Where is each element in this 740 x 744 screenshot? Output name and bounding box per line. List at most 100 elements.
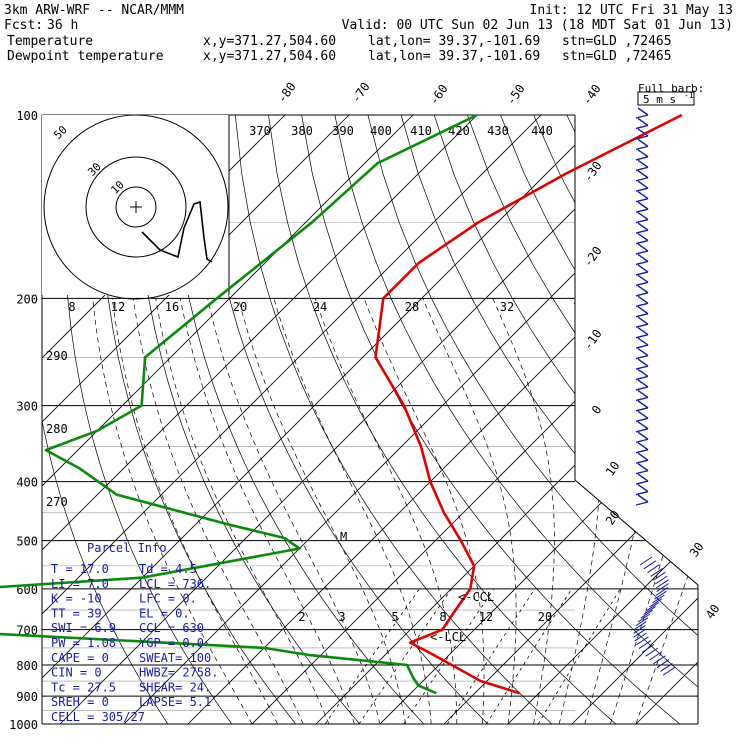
wind-barb-flag bbox=[638, 359, 648, 366]
wind-barb-staff bbox=[636, 167, 648, 170]
wind-barb-flag bbox=[638, 338, 648, 345]
wind-barb-flag bbox=[638, 213, 648, 220]
wind-barb-lower bbox=[640, 557, 652, 565]
wind-barb-staff bbox=[636, 492, 648, 495]
parcel-row-right: SWEAT= 100 bbox=[139, 651, 211, 665]
parcel-row-left: CAPE = 0 bbox=[51, 651, 109, 665]
wind-barb-staff bbox=[636, 345, 648, 348]
wind-barb-staff bbox=[636, 324, 648, 327]
lcl-marker: <-LCL bbox=[430, 630, 466, 644]
pressure-tick-label: 300 bbox=[16, 400, 38, 414]
mixing-ratio-label: 2 bbox=[298, 610, 305, 624]
mixing-ratio-label: 20 bbox=[538, 610, 552, 624]
dry-adiabat-label: 270 bbox=[46, 495, 68, 509]
isotherm-label: -30 bbox=[581, 159, 605, 185]
wind-barb-flag bbox=[638, 401, 648, 408]
pressure-tick-label: 400 bbox=[16, 476, 38, 490]
wind-barb-staff bbox=[636, 178, 648, 181]
isotherm-line bbox=[508, 115, 740, 724]
dry-adiabat-line bbox=[567, 115, 740, 724]
wind-barb-staff bbox=[636, 450, 648, 453]
pressure-tick-label: 100 bbox=[16, 109, 38, 123]
isotherm-label: 0 bbox=[589, 403, 605, 417]
theta-label: 390 bbox=[332, 124, 354, 138]
wind-barb-staff bbox=[636, 418, 648, 421]
wind-barb-staff bbox=[636, 387, 648, 390]
isotherm-label: -70 bbox=[349, 80, 373, 106]
wind-barb-flag bbox=[638, 244, 648, 251]
dry-adiabat-line bbox=[733, 115, 740, 724]
parcel-row-right: YGP = 0.0 bbox=[139, 636, 204, 650]
isotherm-label: -40 bbox=[580, 82, 604, 108]
parcel-row-left: SWI = 6.9 bbox=[51, 621, 116, 635]
parcel-row-left: T = 17.0 bbox=[51, 562, 109, 576]
moist-adiabat-line bbox=[423, 298, 516, 724]
pressure-tick-label: 500 bbox=[16, 535, 38, 549]
wind-barb-flag bbox=[638, 474, 648, 481]
wind-barb-staff bbox=[636, 408, 648, 411]
mixing-ratio-label: 8 bbox=[439, 610, 446, 624]
wind-barb-lower bbox=[656, 580, 668, 588]
moist-adiabat-line bbox=[559, 298, 600, 724]
mixing-ratio-label: 3 bbox=[338, 610, 345, 624]
isotherm-label: 10 bbox=[603, 459, 623, 479]
dewpoint-station: stn=GLD ,72465 bbox=[562, 49, 672, 64]
parcel-row-left: CIN = 0 bbox=[51, 666, 102, 680]
wind-barb-staff bbox=[636, 230, 648, 233]
wind-barb-lower bbox=[644, 606, 656, 614]
isotherm-label: 20 bbox=[603, 508, 623, 528]
speed-tick-label: 32 bbox=[500, 300, 514, 314]
wind-barb-staff bbox=[636, 261, 648, 264]
m-marker: M bbox=[340, 530, 347, 544]
isotherm-label: -80 bbox=[275, 80, 299, 106]
wind-barb-flag bbox=[638, 307, 648, 314]
wind-barb-flag bbox=[638, 411, 648, 418]
speed-tick-label: 24 bbox=[313, 300, 327, 314]
parcel-row-right: SHEAR= 24. bbox=[139, 680, 211, 694]
wind-barb-lower bbox=[634, 629, 646, 637]
wind-barb-flag bbox=[638, 223, 648, 230]
wind-barb-staff bbox=[636, 502, 648, 505]
wind-barb-flag bbox=[638, 432, 648, 439]
wind-barb-flag bbox=[638, 443, 648, 450]
wind-barb-staff bbox=[636, 209, 648, 212]
parcel-row-left: TT = 39 bbox=[51, 606, 102, 620]
wind-barb-staff bbox=[636, 146, 648, 149]
temperature-latlon: lat,lon= 39.37,-101.69 bbox=[368, 34, 540, 49]
valid-time: Valid: 00 UTC Sun 02 Jun 13 (18 MDT Sat … bbox=[342, 18, 733, 33]
isotherm-line bbox=[572, 115, 740, 724]
wind-barb-staff bbox=[636, 272, 648, 275]
wind-barb-staff bbox=[636, 220, 648, 223]
wind-barb-staff bbox=[636, 471, 648, 474]
wind-barb-staff bbox=[636, 481, 648, 484]
dewpoint-xy: x,y=371.27,504.60 bbox=[203, 49, 336, 64]
wind-barb-flag bbox=[638, 108, 648, 115]
speed-tick-label: 8 bbox=[68, 300, 75, 314]
parcel-row-right: LCL = 736. bbox=[139, 577, 211, 591]
isotherm-label: 30 bbox=[687, 540, 707, 560]
wind-barb-flag bbox=[638, 485, 648, 492]
wind-barb-lower bbox=[647, 603, 659, 611]
wind-barb-lower bbox=[644, 561, 656, 569]
wind-barb-flag bbox=[638, 192, 648, 199]
speed-tick-label: 12 bbox=[111, 300, 125, 314]
isotherm-label: -50 bbox=[504, 82, 528, 108]
wind-barb-flag bbox=[638, 422, 648, 429]
wind-barb-flag bbox=[638, 150, 648, 157]
wind-barb-staff bbox=[636, 241, 648, 244]
ccl-marker: <-CCL bbox=[458, 590, 494, 604]
wind-barb-staff bbox=[636, 199, 648, 202]
parcel-row-left: PW = 1.08 bbox=[51, 636, 116, 650]
wind-barb-flag bbox=[638, 464, 648, 471]
model-title: 3km ARW-WRF -- NCAR/MMM bbox=[4, 3, 184, 18]
wind-barb-staff bbox=[636, 335, 648, 338]
parcel-row-right: CCL = 630 bbox=[139, 621, 204, 635]
parcel-row-left: SREH = 0 bbox=[51, 695, 109, 709]
wind-barb-staff bbox=[636, 157, 648, 160]
moist-adiabat-line bbox=[585, 298, 657, 724]
parcel-row-right: LFC = 0. bbox=[139, 592, 197, 606]
dry-adiabat-line bbox=[368, 115, 740, 724]
